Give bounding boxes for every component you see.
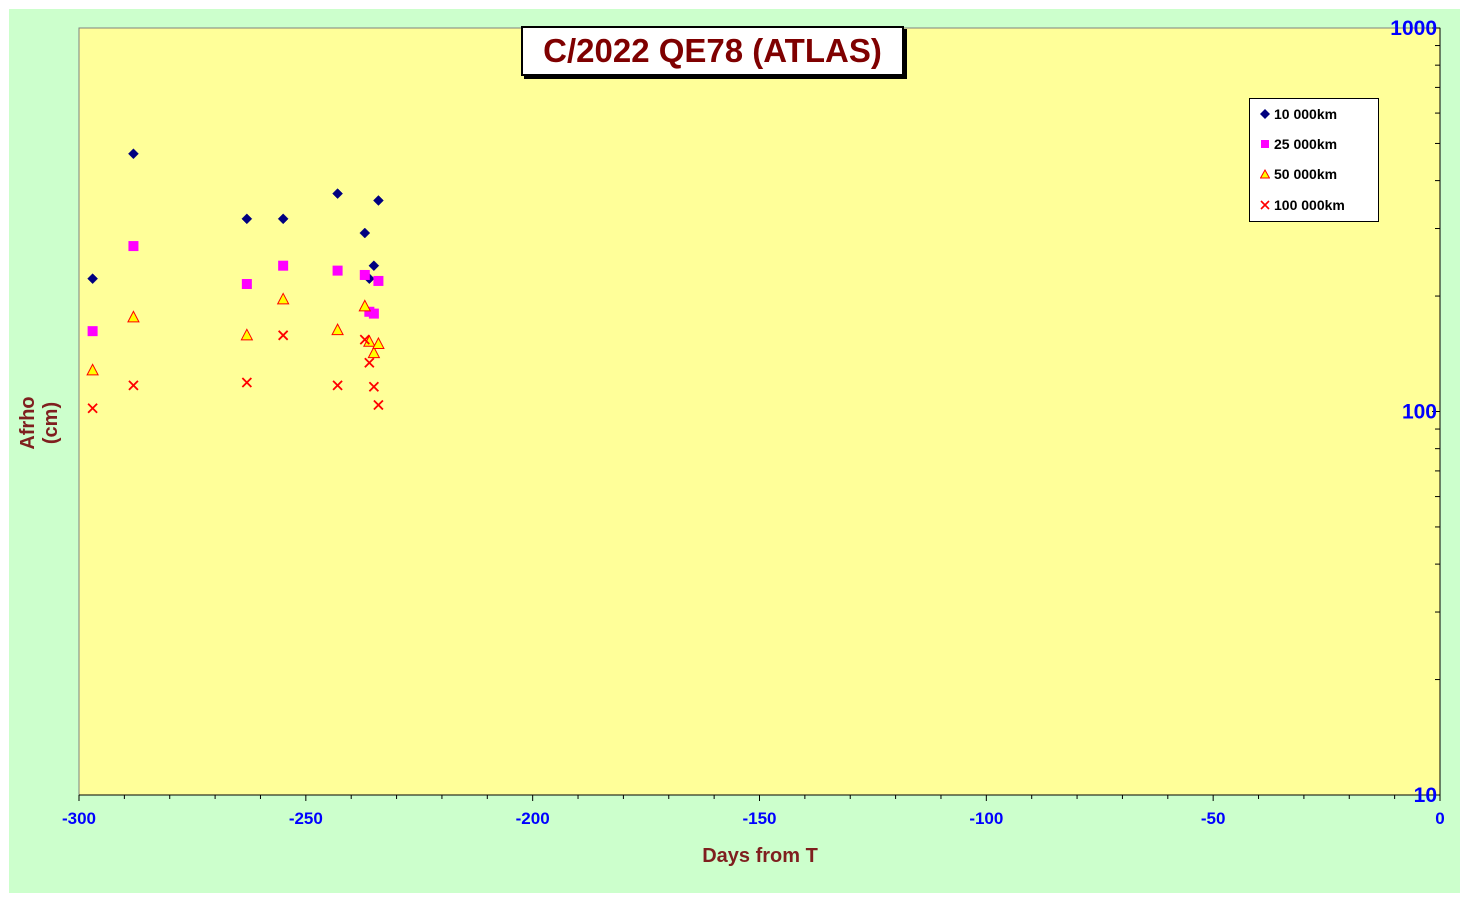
legend-item-100000km: 100 000km [1250,190,1345,220]
data-point-25000km [128,241,139,252]
data-point-50000km [358,299,372,312]
data-point-10000km [359,227,371,239]
plot-area [78,27,1441,796]
x-mark-icon [1260,200,1270,210]
data-point-25000km [87,326,98,337]
data-point-50000km [331,323,344,336]
data-point-50000km [240,328,254,341]
chart-title: C/2022 QE78 (ATLAS) [521,26,904,76]
y-tick-label: 10 [1414,784,1437,807]
legend-label: 10 000km [1274,106,1338,122]
data-point-100000km [278,330,289,341]
data-point-25000km [332,265,343,276]
legend-item-50000km: 50 000km [1250,159,1337,189]
x-tick-label: -300 [62,809,96,828]
data-point-100000km [373,399,384,411]
data-point-10000km [373,195,384,206]
y-tick-label: 1000 [1390,17,1437,40]
data-point-100000km [87,403,98,414]
legend-item-10000km: 10 000km [1250,99,1337,129]
data-point-10000km [241,213,253,225]
x-tick-label: -50 [1201,809,1226,828]
data-point-10000km [332,188,343,199]
data-point-50000km [86,363,99,376]
data-point-25000km [368,308,379,319]
legend-label: 50 000km [1274,166,1338,182]
data-point-50000km [372,336,385,349]
x-tick-label: 0 [1435,809,1444,828]
x-tick-label: -200 [516,809,550,828]
x-tick-label: -100 [969,809,1003,828]
diamond-icon [1260,109,1270,119]
data-point-10000km [368,260,380,272]
legend-item-25000km: 25 000km [1250,129,1337,159]
y-axis-title: Afrho (cm) [17,396,62,450]
data-point-25000km [241,279,252,290]
data-point-10000km [87,273,98,285]
legend-label: 100 000km [1274,197,1345,213]
data-point-25000km [359,269,370,280]
data-point-50000km [127,310,140,323]
legend-label: 25 000km [1274,136,1338,152]
legend: 10 000km 25 000km 50 000km 100 000km [1249,98,1379,222]
data-point-100000km [128,380,139,391]
x-tick-label: -150 [742,809,776,828]
data-point-100000km [241,377,252,388]
x-tick-label: -250 [289,809,323,828]
data-point-50000km [367,346,381,359]
data-point-100000km [332,380,343,391]
data-point-100000km [368,381,380,392]
square-icon [1261,140,1269,148]
data-point-100000km [359,334,370,345]
x-axis-title: Days from T [702,845,818,867]
data-point-10000km [128,148,139,160]
data-point-10000km [277,213,289,225]
data-point-50000km [276,292,290,305]
y-tick-label: 100 [1402,401,1437,424]
data-point-25000km [373,275,384,286]
data-point-100000km [364,357,375,368]
triangle-icon [1260,169,1270,179]
data-point-25000km [278,260,289,271]
